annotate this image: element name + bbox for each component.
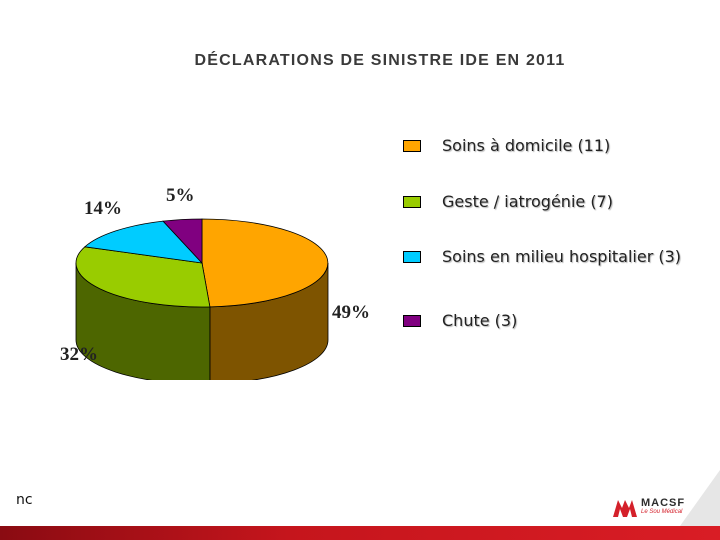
footer-bar bbox=[0, 526, 720, 540]
macsf-logo: MACSF Le Sou Médical bbox=[612, 497, 692, 519]
slice-percent-1: 32% bbox=[60, 344, 98, 365]
legend-label: Soins à domicile (11) bbox=[442, 136, 611, 155]
pie-slice-0 bbox=[201, 218, 329, 308]
logo-tagline: Le Sou Médical bbox=[641, 509, 683, 515]
macsf-logo-icon bbox=[613, 500, 637, 517]
legend-swatch bbox=[403, 315, 421, 327]
legend-label: Soins en milieu hospitalier (3) bbox=[442, 247, 682, 266]
logo-name: MACSF bbox=[641, 497, 686, 509]
slice-percent-2: 14% bbox=[84, 198, 122, 219]
pie-slice-1 bbox=[75, 246, 211, 308]
chart-title: DÉCLARATIONS DE SINISTRE IDE EN 2011 bbox=[194, 52, 566, 69]
legend-swatch bbox=[403, 251, 421, 263]
pie-slice-3 bbox=[162, 218, 203, 265]
legend-label: Chute (3) bbox=[442, 311, 518, 330]
pie-chart bbox=[75, 218, 329, 380]
footer-note: nc bbox=[16, 492, 33, 508]
legend-swatch bbox=[403, 140, 421, 152]
slice-percent-3: 5% bbox=[166, 185, 195, 206]
page-corner-decoration bbox=[680, 470, 720, 526]
legend-swatch bbox=[403, 196, 421, 208]
legend-label: Geste / iatrogénie (7) bbox=[442, 192, 613, 211]
slice-percent-0: 49% bbox=[332, 302, 370, 323]
